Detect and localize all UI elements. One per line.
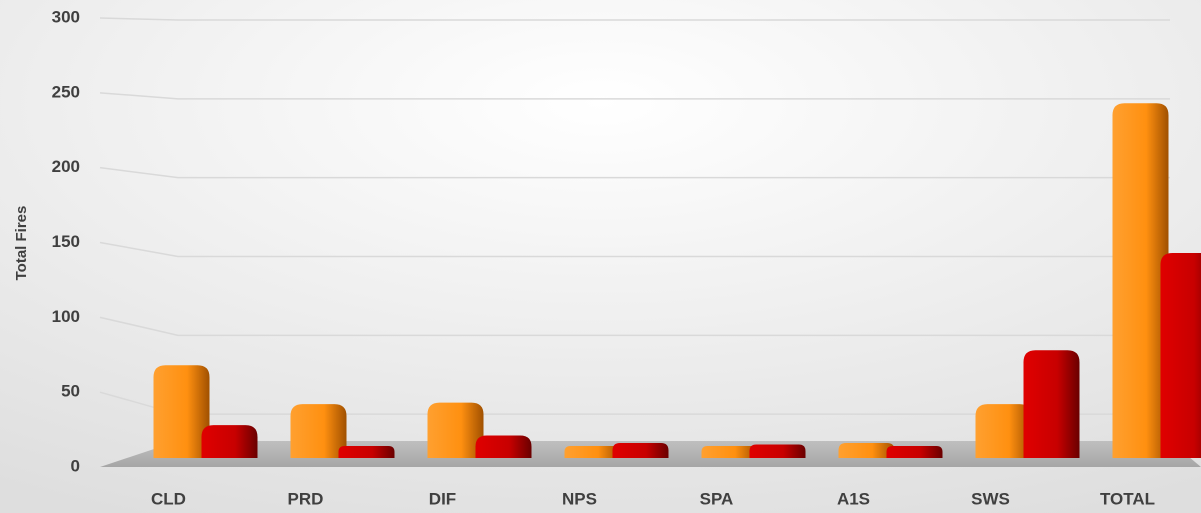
bar (1023, 350, 1080, 458)
bar (475, 435, 532, 458)
grid-line (99, 92, 1170, 100)
y-tick-label: 50 (61, 382, 80, 401)
bar (612, 443, 669, 458)
y-tick-label: 200 (52, 157, 80, 176)
x-tick-label: CLD (151, 489, 186, 508)
grid-line (99, 166, 1170, 179)
bar (975, 404, 1032, 458)
grid-line (99, 316, 1170, 337)
bar (153, 365, 210, 458)
y-tick-label: 100 (52, 307, 80, 326)
bar (564, 446, 621, 458)
x-tick-label: TOTAL (1100, 489, 1155, 508)
y-axis-label: Total Fires (13, 206, 30, 281)
y-tick-label: 300 (52, 7, 80, 26)
x-tick-label: PRD (288, 489, 324, 508)
grid-line (99, 17, 1170, 21)
y-tick-label: 0 (71, 456, 80, 475)
y-tick-label: 250 (52, 82, 80, 101)
y-tick-label: 150 (52, 232, 80, 251)
x-tick-label: A1S (837, 489, 870, 508)
x-tick-label: SWS (971, 489, 1010, 508)
bar (427, 402, 484, 458)
bar (701, 446, 758, 458)
bar (201, 425, 258, 458)
x-tick-label: DIF (429, 489, 456, 508)
x-tick-label: SPA (700, 489, 734, 508)
bar (1160, 252, 1201, 458)
bar (1112, 103, 1169, 458)
x-tick-label: NPS (562, 489, 597, 508)
bar (838, 443, 895, 458)
bar (749, 444, 806, 458)
bar (886, 446, 943, 458)
bar (290, 404, 347, 458)
grid-line (99, 241, 1170, 258)
bar (338, 446, 395, 458)
